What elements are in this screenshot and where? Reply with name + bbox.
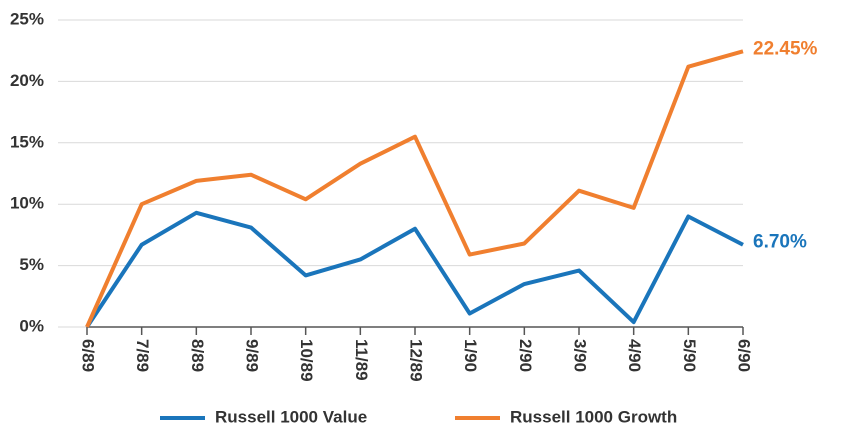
x-tick-label: 7/89 bbox=[133, 339, 152, 372]
x-tick-label: 4/90 bbox=[625, 339, 644, 372]
y-tick-label: 10% bbox=[10, 194, 44, 213]
x-tick-label: 8/89 bbox=[188, 339, 207, 372]
x-tick-label: 5/90 bbox=[680, 339, 699, 372]
x-tick-label: 2/90 bbox=[516, 339, 535, 372]
y-tick-label: 5% bbox=[19, 255, 44, 274]
x-tick-label: 12/89 bbox=[407, 339, 426, 382]
series-line bbox=[85, 49, 744, 328]
x-tick-label: 6/89 bbox=[79, 339, 98, 372]
x-tick-label: 9/89 bbox=[243, 339, 262, 372]
data-label: 6.70% bbox=[753, 232, 807, 253]
series-line bbox=[85, 210, 744, 329]
x-tick-label: 10/89 bbox=[297, 339, 316, 382]
y-tick-label: 20% bbox=[10, 71, 44, 90]
x-tick-label: 3/90 bbox=[571, 339, 590, 372]
x-tick-label: 6/90 bbox=[735, 339, 754, 372]
y-tick-label: 15% bbox=[10, 132, 44, 151]
legend-label: Russell 1000 Growth bbox=[510, 407, 677, 426]
legend-label: Russell 1000 Value bbox=[215, 407, 367, 426]
data-label: 22.45% bbox=[753, 38, 818, 59]
y-tick-label: 0% bbox=[19, 316, 44, 335]
y-tick-label: 25% bbox=[10, 9, 44, 28]
x-tick-label: 11/89 bbox=[352, 339, 371, 381]
x-tick-label: 1/90 bbox=[461, 339, 480, 372]
